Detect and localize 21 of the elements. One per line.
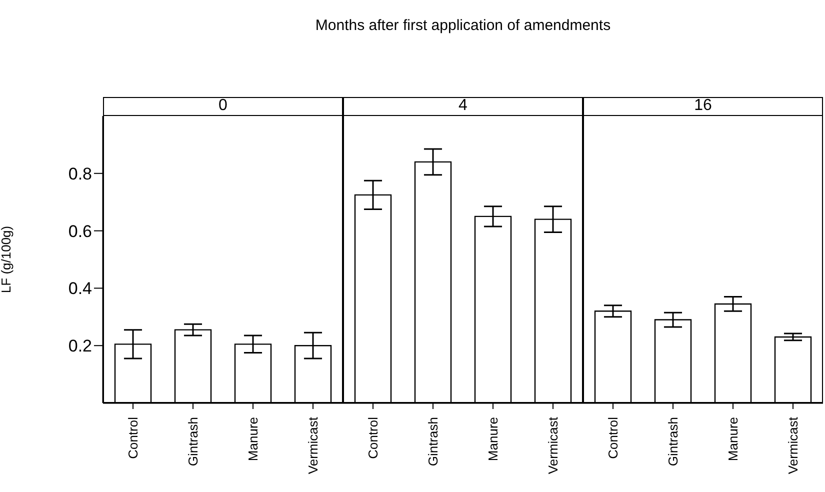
chart-title: 4 [343,97,583,116]
x-tick-label: Control [606,416,620,459]
x-tick-label: Gintrash [186,417,200,466]
x-tick-label: Gintrash [426,417,440,466]
chart-title: 0 [103,97,343,116]
y-tick-label: 0.6 [68,222,92,241]
text: Months after first application of amendments [314,17,612,34]
x-tick-label: Control [366,416,380,459]
x-tick-label: Manure [486,417,500,462]
x-tick-label: Vermicast [546,416,560,474]
x-tick-label: Manure [246,417,260,462]
x-tick-label: Control [126,416,140,459]
x-tick-label: Vermicast [306,416,320,474]
y-tick-label: 0.2 [68,336,92,356]
x-tick-label: Manure [726,417,740,462]
x-tick-label: Gintrash [666,417,680,466]
y-tick-label: 0.4 [68,279,92,298]
y-axis-title: LF (g/100g) [0,226,14,294]
x-tick-label: Vermicast [786,416,800,474]
chart-title: 16 [583,97,823,116]
y-tick-label: 0.8 [68,164,92,184]
